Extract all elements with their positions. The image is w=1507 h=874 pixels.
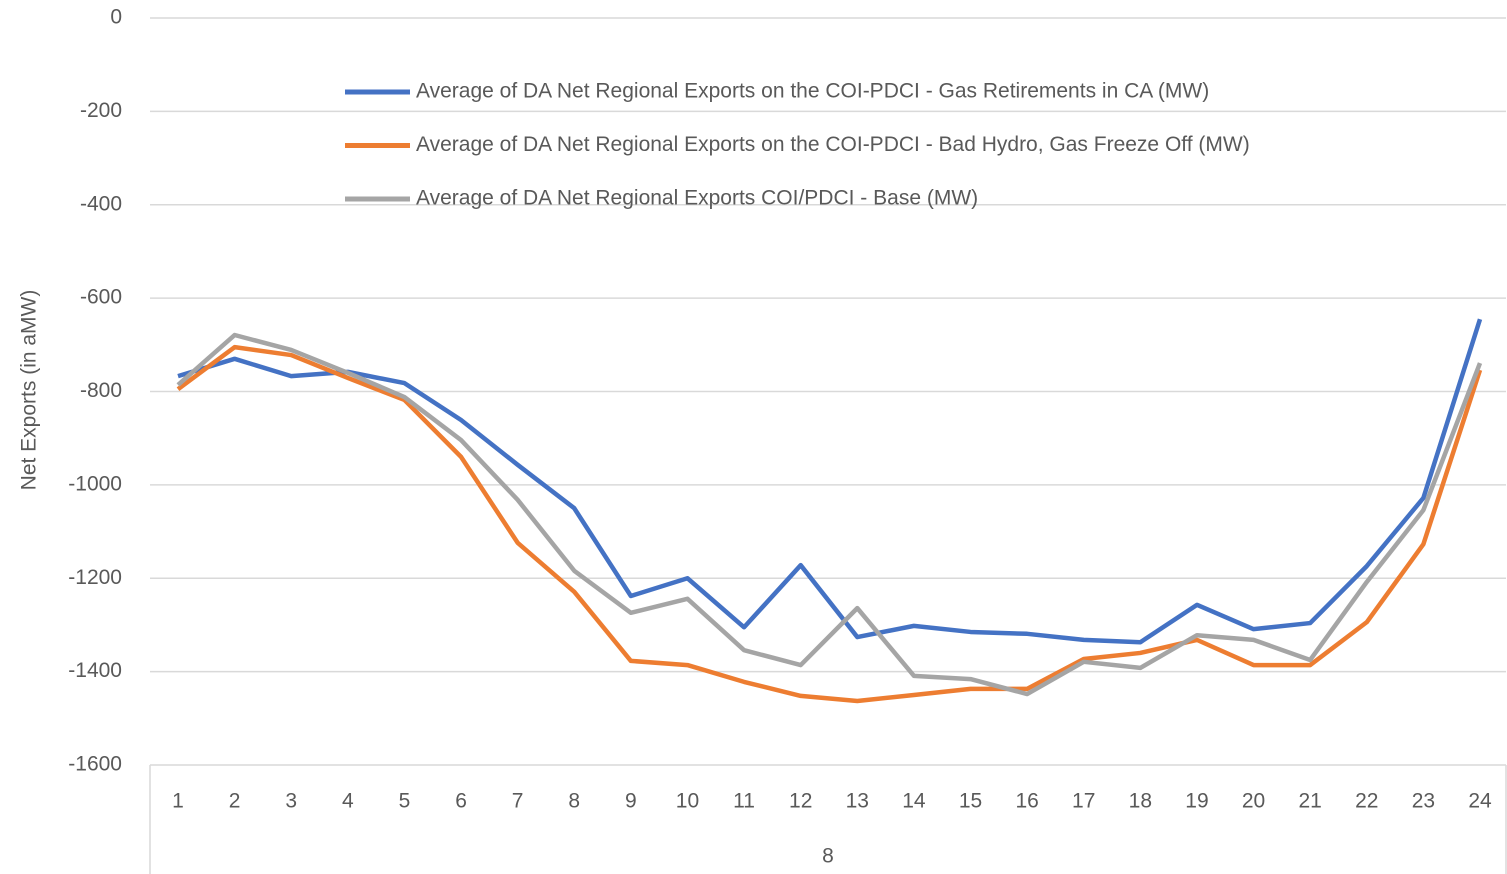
x-tick-label: 12 [789, 790, 812, 813]
y-tick-label: -400 [80, 192, 122, 215]
x-tick-label: 7 [512, 790, 524, 813]
data-line [176, 344, 1483, 704]
y-tick-label: -1600 [68, 753, 122, 776]
x-tick-label: 2 [229, 790, 241, 813]
x-tick-label: 11 [733, 790, 755, 813]
x-tick-label: 20 [1242, 790, 1265, 813]
x-tick-label: 23 [1412, 790, 1435, 813]
x-tick-label: 9 [625, 790, 637, 813]
x-tick-label: 1 [172, 790, 184, 813]
data-line [176, 332, 1483, 697]
legend-label: Average of DA Net Regional Exports on th… [416, 80, 1209, 103]
y-axis-label: Net Exports (in aMW) [18, 290, 41, 491]
x-tick-label: 10 [676, 790, 699, 813]
legend-label: Average of DA Net Regional Exports on th… [416, 133, 1250, 156]
x-tick-label: 16 [1015, 790, 1038, 813]
y-tick-label: -1400 [68, 659, 122, 682]
x-tick-label: 3 [285, 790, 297, 813]
y-tick-label: -600 [80, 286, 122, 309]
x-group-label: 8 [822, 845, 834, 868]
x-tick-label: 14 [902, 790, 926, 813]
x-tick-label: 13 [846, 790, 869, 813]
y-tick-label: 0 [110, 6, 122, 29]
x-tick-label: 6 [455, 790, 467, 813]
x-tick-label: 8 [568, 790, 580, 813]
y-tick-label: -800 [80, 379, 122, 402]
y-tick-label: -1200 [68, 566, 122, 589]
x-tick-label: 18 [1129, 790, 1152, 813]
x-tick-label: 5 [399, 790, 411, 813]
y-tick-label: -1000 [68, 472, 122, 495]
x-tick-label: 22 [1355, 790, 1378, 813]
x-tick-label: 24 [1468, 790, 1492, 813]
x-tick-label: 4 [342, 790, 354, 813]
x-tick-label: 21 [1298, 790, 1321, 813]
y-tick-label: -200 [80, 99, 122, 122]
legend-label: Average of DA Net Regional Exports COI/P… [416, 187, 978, 210]
data-line [177, 318, 1483, 645]
x-tick-label: 19 [1185, 790, 1208, 813]
x-tick-label: 15 [959, 790, 982, 813]
x-tick-label: 17 [1072, 790, 1095, 813]
